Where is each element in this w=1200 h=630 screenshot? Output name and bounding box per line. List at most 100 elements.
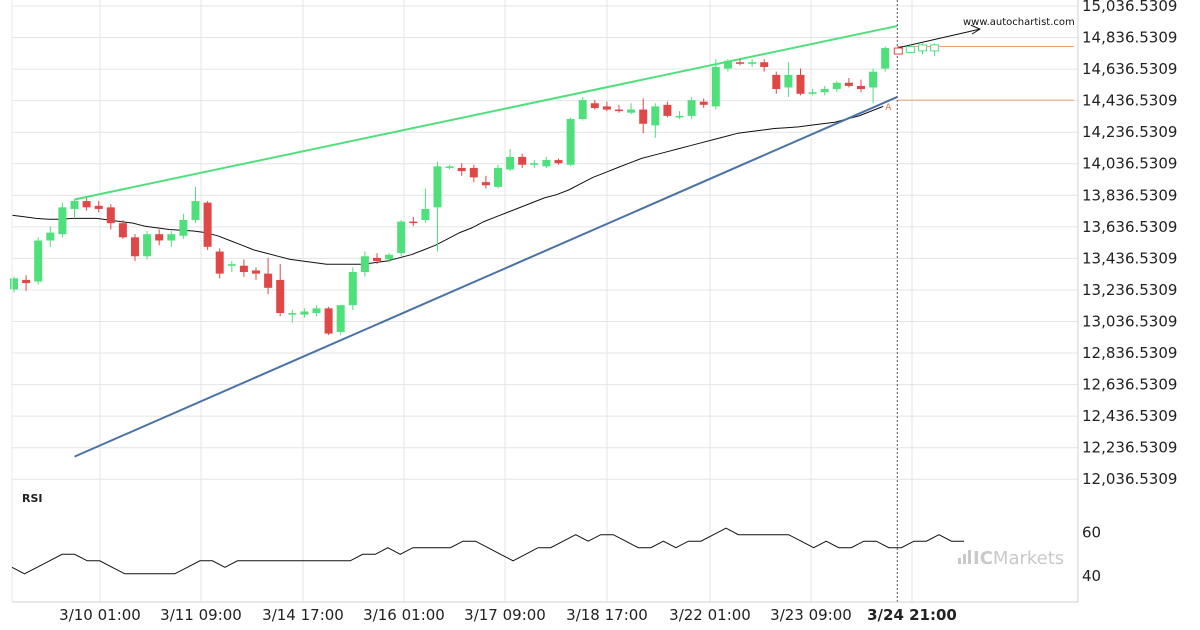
candle-body xyxy=(469,167,478,178)
candle xyxy=(796,68,805,96)
candle-body-hollow xyxy=(930,44,940,52)
candle-body xyxy=(276,279,285,314)
candle-body xyxy=(760,62,769,67)
candle xyxy=(252,267,260,280)
candle xyxy=(784,62,793,97)
candle xyxy=(360,251,369,277)
candle-body xyxy=(578,100,587,120)
ma-series-line xyxy=(11,105,884,265)
candle-body xyxy=(409,221,418,224)
candle xyxy=(808,89,817,96)
candle-body xyxy=(155,234,164,241)
candle-body xyxy=(264,273,273,288)
candle xyxy=(566,117,575,167)
y-tick-label: 13,436.5309 xyxy=(1082,249,1177,267)
candle xyxy=(542,156,551,168)
y-tick-label: 12,036.5309 xyxy=(1082,470,1177,488)
support-trendline xyxy=(74,96,898,458)
candle-body xyxy=(506,156,515,170)
candle xyxy=(554,158,563,165)
candle-body xyxy=(590,103,599,108)
candle-body xyxy=(711,66,720,107)
projected-candle xyxy=(893,46,903,55)
candle-body xyxy=(300,311,309,315)
candle xyxy=(22,275,31,291)
candle xyxy=(832,81,841,93)
candle-body-hollow xyxy=(893,47,903,55)
candle-body xyxy=(324,308,333,334)
candle-body xyxy=(312,308,321,314)
candle xyxy=(506,149,515,172)
projected-candle xyxy=(918,43,927,55)
trend-lines: A xyxy=(74,0,1074,602)
candle-body xyxy=(397,221,406,254)
brand-logo: ICMarkets xyxy=(958,548,1064,569)
candle xyxy=(373,253,381,265)
candle xyxy=(409,216,418,227)
candle-body xyxy=(34,240,43,282)
candle-body xyxy=(627,109,636,113)
candle-body xyxy=(832,82,841,90)
candle xyxy=(106,204,115,230)
candle-body xyxy=(433,166,442,208)
candle-body xyxy=(373,257,381,262)
candle xyxy=(760,59,769,72)
y-tick-label: 13,636.5309 xyxy=(1082,218,1177,236)
candle xyxy=(469,164,478,183)
candle xyxy=(844,78,853,88)
projected-candle xyxy=(930,43,940,56)
candle xyxy=(627,103,636,115)
candle xyxy=(615,104,623,113)
y-tick-label: 12,836.5309 xyxy=(1082,344,1177,362)
candle-body xyxy=(481,182,490,186)
rsi-series-line xyxy=(11,527,964,575)
y-tick-label: 14,436.5309 xyxy=(1082,92,1177,110)
x-tick-label: 3/22 01:00 xyxy=(669,606,751,624)
candle xyxy=(748,59,757,67)
candle-body xyxy=(530,163,539,165)
candle-body xyxy=(191,201,200,220)
candle xyxy=(324,306,333,336)
candle-body xyxy=(348,272,357,306)
candle xyxy=(857,79,865,93)
candle-body xyxy=(215,251,224,274)
projected-candles xyxy=(893,43,940,56)
y-tick-label: 14,036.5309 xyxy=(1082,155,1177,173)
x-tick-label: 3/18 17:00 xyxy=(566,606,648,624)
candle xyxy=(70,199,79,219)
candle xyxy=(869,68,878,104)
candle xyxy=(736,59,744,66)
candle-body xyxy=(252,270,260,274)
projected-candle xyxy=(905,44,915,53)
candle-body xyxy=(167,234,176,241)
candle xyxy=(203,201,212,250)
candle-body-hollow xyxy=(918,44,927,52)
candle-body xyxy=(58,207,67,235)
x-tick-label: 3/11 09:00 xyxy=(160,606,242,624)
candle xyxy=(118,219,127,239)
candle xyxy=(397,219,406,257)
candle xyxy=(288,309,297,323)
candle xyxy=(46,226,55,247)
candle-body xyxy=(131,237,139,257)
candle-body xyxy=(288,313,297,315)
candle-body xyxy=(542,160,551,167)
candle xyxy=(578,96,587,121)
candle xyxy=(167,231,176,247)
candle-body xyxy=(143,234,152,257)
candle-body xyxy=(772,74,781,90)
y-tick-label: 15,036.5309 xyxy=(1082,0,1177,15)
candle xyxy=(494,164,502,189)
candle xyxy=(131,234,139,262)
candle xyxy=(675,111,684,120)
candle xyxy=(530,160,539,168)
candle-body xyxy=(602,106,611,110)
candle xyxy=(94,201,103,213)
candle xyxy=(651,103,660,138)
candle-body xyxy=(239,265,248,273)
candle xyxy=(421,188,430,224)
candle xyxy=(385,253,394,263)
y-tick-label: 12,236.5309 xyxy=(1082,439,1177,457)
candle-body xyxy=(70,201,79,209)
candle-body xyxy=(106,207,115,224)
